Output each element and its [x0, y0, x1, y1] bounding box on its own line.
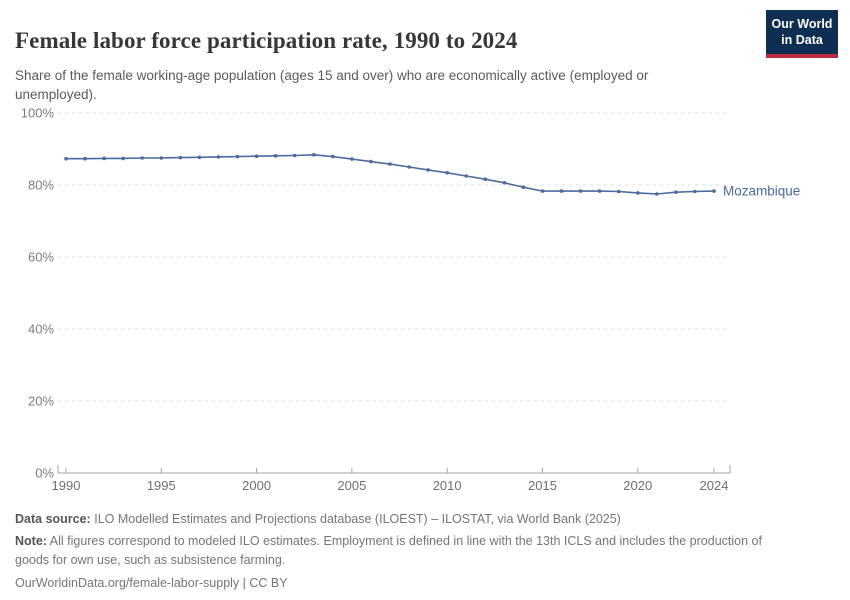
series-point: [331, 154, 335, 159]
y-axis-tick-label: 80%: [28, 178, 54, 193]
series-point: [693, 189, 697, 194]
series-point: [712, 189, 716, 193]
x-axis-tick-label: 2010: [433, 478, 462, 493]
x-axis-tick-label: 2005: [337, 478, 366, 493]
data-source-row: Data source: ILO Modelled Estimates and …: [15, 510, 815, 529]
series-point: [312, 153, 316, 157]
y-axis-tick-label: 100%: [21, 106, 55, 121]
y-axis-tick-label: 40%: [28, 322, 54, 337]
x-axis-tick-label: 2020: [623, 478, 652, 493]
entity-label[interactable]: Mozambique: [723, 184, 800, 199]
series-point: [464, 174, 469, 178]
series-point: [350, 157, 354, 161]
data-source-text: ILO Modelled Estimates and Projections d…: [94, 512, 621, 526]
series-point: [178, 155, 183, 160]
series-point: [655, 192, 659, 196]
series-point: [102, 156, 106, 161]
series-point: [216, 155, 221, 159]
series-point: [674, 190, 678, 194]
chart-url-link[interactable]: OurWorldinData.org/female-labor-supply: [15, 576, 240, 591]
series-point: [521, 185, 526, 189]
series-point: [388, 162, 392, 166]
note-row: Note: All figures correspond to modeled …: [15, 532, 795, 570]
series-point: [502, 181, 507, 185]
series-point: [407, 165, 411, 169]
series-line: [66, 153, 715, 195]
series-point: [235, 154, 240, 159]
chart-footer: Data source: ILO Modelled Estimates and …: [15, 510, 815, 596]
series-point: [159, 156, 164, 160]
series-point: [292, 153, 297, 158]
x-axis-tick-label: 2000: [242, 478, 271, 493]
owid-logo-line1: Our World: [771, 17, 833, 31]
y-axis-tick-label: 60%: [28, 250, 54, 265]
series-point: [445, 171, 450, 175]
series-point: [636, 191, 640, 195]
series-point: [121, 156, 125, 161]
citation-row: OurWorldinData.org/female-labor-supply |…: [15, 574, 815, 593]
note-text: All figures correspond to modeled ILO es…: [15, 533, 762, 567]
citation-divider: |: [242, 576, 246, 591]
owid-logo[interactable]: Our World in Data: [766, 10, 838, 58]
note-label: Note:: [15, 533, 47, 548]
series-point: [64, 156, 68, 161]
series-point: [616, 189, 621, 194]
series-point: [540, 189, 545, 193]
x-axis-tick-label: 2024: [700, 478, 729, 493]
series-point: [426, 168, 430, 172]
series-point: [140, 156, 144, 160]
data-source-label: Data source:: [15, 512, 91, 526]
series-point: [597, 189, 602, 193]
owid-logo-line2: in Data: [781, 33, 823, 48]
series-point: [254, 154, 259, 158]
chart-subtitle: Share of the female working-age populati…: [15, 67, 649, 103]
series-point: [483, 177, 488, 181]
series-point: [369, 159, 373, 164]
x-axis-tick-label: 1990: [52, 478, 81, 493]
y-axis-tick-label: 20%: [28, 394, 54, 409]
x-axis-tick-label: 1995: [147, 478, 176, 493]
series-point: [273, 154, 278, 158]
series-point: [83, 156, 87, 161]
series-point: [197, 155, 202, 160]
series-point: [578, 189, 583, 193]
license-label: CC BY: [249, 576, 288, 591]
page-title: Female labor force participation rate, 1…: [15, 28, 518, 54]
y-axis-tick-label: 0%: [35, 466, 54, 481]
x-axis-tick-label: 2015: [528, 478, 557, 493]
series-point: [559, 189, 564, 193]
